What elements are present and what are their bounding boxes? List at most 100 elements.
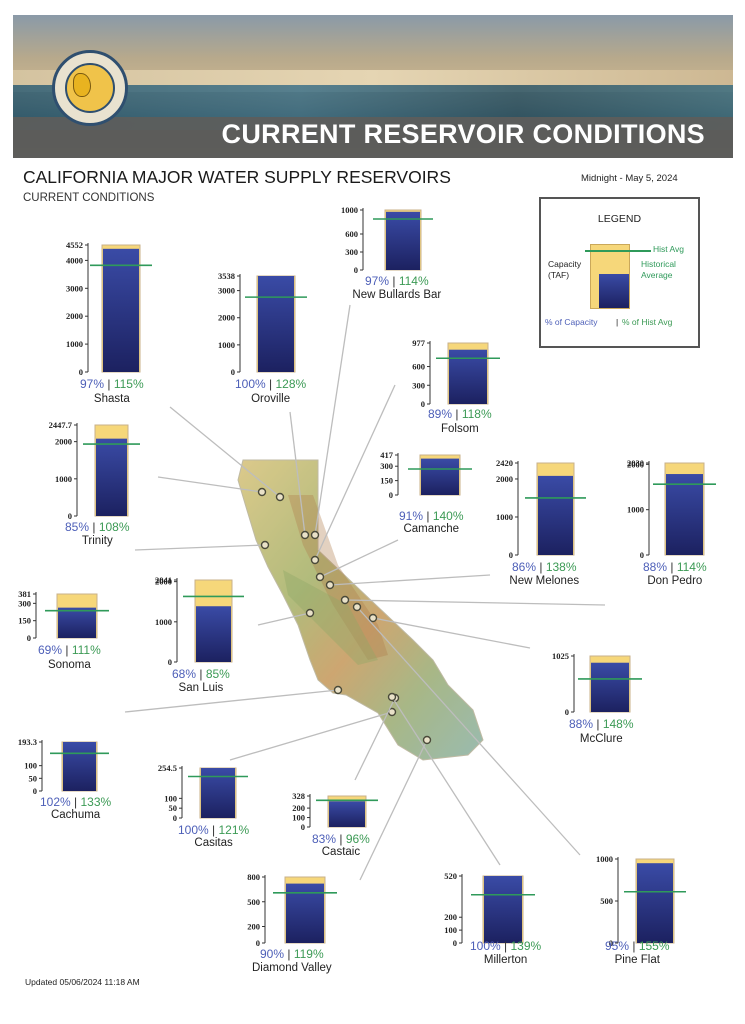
millerton-pct-capacity: 100% <box>470 939 501 953</box>
new-melones-pct-hist: 138% <box>545 560 577 574</box>
castaic-percentages: 83% | 96% <box>312 832 370 846</box>
legend-separator: | <box>616 317 619 327</box>
castaic-pct-capacity: 83% <box>312 832 337 846</box>
san-luis-name: San Luis <box>178 682 224 694</box>
millerton-storage-bar <box>484 876 522 943</box>
camanche-pct-separator: | <box>423 509 433 523</box>
millerton-tick-label: 100 <box>444 925 457 935</box>
california-map <box>237 459 484 761</box>
legend-hist-avg-line <box>585 250 651 252</box>
new-bullards-bar-tick-label: 300 <box>345 247 358 257</box>
trinity-tick-label: 1000 <box>55 474 72 484</box>
oroville-capacity-bar <box>256 275 296 373</box>
san-luis-capacity-bar <box>194 579 233 663</box>
castaic-pct-hist: 96% <box>345 832 370 846</box>
folsom-tick-label: 977 <box>412 338 426 348</box>
new-melones-pct-capacity: 86% <box>512 560 537 574</box>
new-bullards-bar-tick-label: 600 <box>345 229 358 239</box>
new-bullards-bar-pct-hist: 114% <box>398 274 429 288</box>
trinity-tick-label: 2447.7 <box>49 420 73 430</box>
legend-capacity-label: Capacity (TAF) <box>548 259 582 280</box>
new-bullards-bar-capacity-bar <box>384 209 422 271</box>
folsom-tick-label: 600 <box>412 362 425 372</box>
new-melones-percentages: 86% | 138% <box>512 560 577 574</box>
casitas-tick-label: 254.5 <box>158 763 177 773</box>
shasta-tick-label: 3000 <box>66 283 83 293</box>
sonoma-percentages: 69% | 111% <box>38 643 101 657</box>
diamond-valley-storage-bar <box>286 883 324 943</box>
mcclure-name: McClure <box>579 733 623 745</box>
don-pedro-tick-label: 0 <box>640 550 644 560</box>
camanche-pct-capacity: 91% <box>399 509 424 523</box>
castaic-tick-label: 200 <box>292 803 305 813</box>
trinity-pct-separator: | <box>89 520 99 534</box>
trinity-capacity-bar <box>94 424 129 517</box>
oroville-tick-label: 1000 <box>218 340 235 350</box>
sonoma-tick-label: 150 <box>18 616 31 626</box>
diamond-valley-capacity-bar <box>284 876 326 944</box>
legend-storage-swatch <box>599 274 629 308</box>
diamond-valley-name: Diamond Valley <box>251 962 332 974</box>
casitas-pct-capacity: 100% <box>178 823 209 837</box>
cachuma-tick-label: 0 <box>33 786 37 796</box>
new-bullards-bar-storage-bar <box>386 211 420 270</box>
shasta-tick-label: 1000 <box>66 339 83 349</box>
oroville-tick-label: 0 <box>231 367 235 377</box>
millerton-name: Millerton <box>483 954 528 966</box>
casitas-name: Casitas <box>194 837 233 849</box>
san-luis-pct-capacity: 68% <box>172 667 197 681</box>
oroville-name: Oroville <box>251 393 291 405</box>
oroville-percentages: 100% | 128% <box>235 377 306 391</box>
new-bullards-bar-tick-label: 0 <box>354 265 358 275</box>
trinity-tick-label: 2000 <box>55 437 72 447</box>
sonoma-pct-capacity: 69% <box>38 643 63 657</box>
millerton-tick-label: 520 <box>444 871 457 881</box>
don-pedro-tick-label: 2030 <box>627 458 644 468</box>
new-melones-name: New Melones <box>509 575 580 587</box>
cachuma-tick-label: 193.3 <box>18 737 37 747</box>
casitas-tick-label: 0 <box>173 813 177 823</box>
don-pedro-pct-capacity: 88% <box>643 560 668 574</box>
sonoma-tick-label: 381 <box>18 589 31 599</box>
pine-flat-name: Pine Flat <box>614 954 660 966</box>
shasta-tick-label: 0 <box>79 367 83 377</box>
oroville-storage-bar <box>258 276 294 372</box>
cachuma-storage-bar <box>63 742 96 791</box>
don-pedro-capacity-bar <box>664 462 705 556</box>
legend-box: LEGEND Capacity (TAF) Hist Avg Historica… <box>539 197 700 348</box>
pine-flat-tick-label: 1000 <box>596 854 613 864</box>
oroville-pct-capacity: 100% <box>235 377 266 391</box>
legend-title: LEGEND <box>597 213 642 225</box>
folsom-pct-capacity: 89% <box>428 407 453 421</box>
pine-flat-pct-separator: | <box>629 939 639 953</box>
castaic-tick-label: 100 <box>292 813 305 823</box>
new-melones-pct-separator: | <box>536 560 546 574</box>
castaic-pct-separator: | <box>336 832 346 846</box>
diamond-valley-pct-capacity: 90% <box>260 947 285 961</box>
oroville-pct-separator: | <box>265 377 276 391</box>
mcclure-capacity-bar <box>589 655 631 713</box>
mcclure-pct-capacity: 88% <box>569 717 594 731</box>
shasta-pct-hist: 115% <box>113 377 144 391</box>
shasta-tick-label: 2000 <box>66 311 83 321</box>
oroville-tick-label: 2000 <box>218 313 235 323</box>
don-pedro-name: Don Pedro <box>647 575 703 587</box>
casitas-pct-separator: | <box>208 823 219 837</box>
trinity-pct-hist: 108% <box>98 520 130 534</box>
pine-flat-percentages: 95% | 155% <box>605 939 670 953</box>
cachuma-pct-separator: | <box>70 795 81 809</box>
shasta-pct-separator: | <box>104 377 114 391</box>
pine-flat-storage-bar <box>637 863 673 943</box>
san-luis-storage-bar <box>196 606 231 662</box>
folsom-tick-label: 0 <box>421 399 425 409</box>
san-luis-percentages: 68% | 85% <box>172 667 230 681</box>
mcclure-percentages: 88% | 148% <box>569 717 634 731</box>
san-luis-tick-label: 2041 <box>155 575 172 585</box>
don-pedro-percentages: 88% | 114% <box>643 560 707 574</box>
trinity-name: Trinity <box>81 535 113 547</box>
mcclure-tick-label: 0 <box>565 707 569 717</box>
sonoma-capacity-bar <box>56 593 98 639</box>
new-bullards-bar-pct-separator: | <box>389 274 399 288</box>
cachuma-capacity-bar <box>61 741 98 792</box>
trinity-storage-bar <box>96 438 127 516</box>
